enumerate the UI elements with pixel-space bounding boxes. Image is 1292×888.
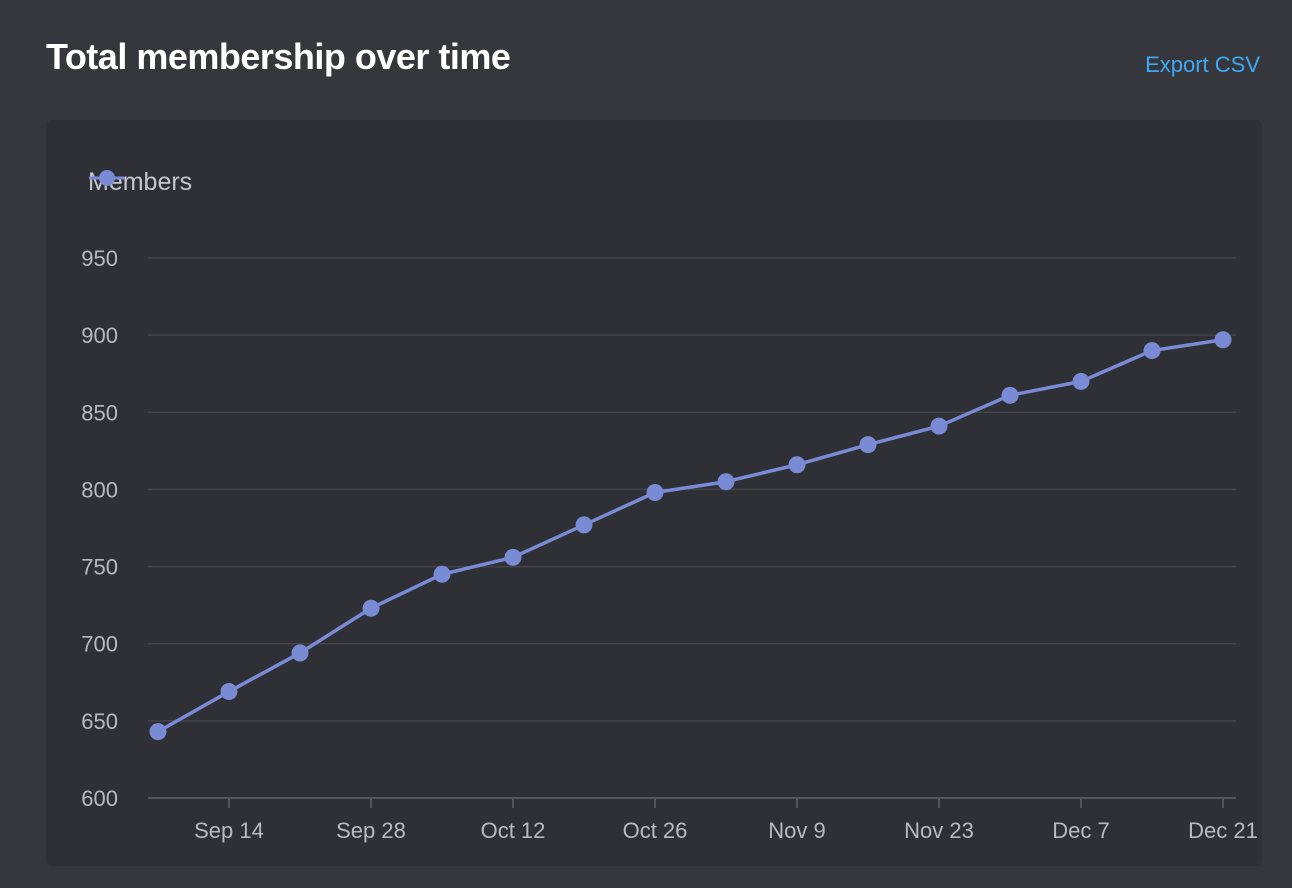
y-tick-label: 600 bbox=[81, 786, 118, 811]
x-tick-label: Dec 21 bbox=[1188, 818, 1258, 843]
axes: 600 650 700 750 800 850 900 950 Sep 14 Sep 28 Oct … bbox=[81, 246, 1258, 843]
data-point[interactable] bbox=[362, 599, 380, 617]
members-line bbox=[157, 338, 1224, 734]
data-point[interactable] bbox=[717, 473, 735, 491]
data-point[interactable] bbox=[646, 484, 664, 502]
data-point[interactable] bbox=[504, 548, 522, 566]
x-tick-label: Sep 28 bbox=[336, 818, 406, 843]
y-tick-label: 650 bbox=[81, 709, 118, 734]
x-tick-label: Dec 7 bbox=[1052, 818, 1109, 843]
y-tick-label: 800 bbox=[81, 477, 118, 502]
data-point[interactable] bbox=[291, 644, 309, 662]
data-point[interactable] bbox=[1072, 372, 1090, 390]
membership-chart: 600 650 700 750 800 850 900 950 Sep 14 Sep 28 Oct … bbox=[81, 246, 1258, 843]
data-point[interactable] bbox=[220, 683, 238, 701]
legend-marker-icon bbox=[89, 170, 125, 186]
legend[interactable]: Members bbox=[88, 168, 192, 197]
data-point[interactable] bbox=[1214, 331, 1232, 349]
x-tick-label: Nov 9 bbox=[768, 818, 825, 843]
x-tick-label: Nov 23 bbox=[904, 818, 974, 843]
export-csv-link[interactable]: Export CSV bbox=[1145, 52, 1260, 77]
data-point[interactable] bbox=[1143, 342, 1161, 360]
y-tick-label: 750 bbox=[81, 555, 118, 580]
y-tick-label: 950 bbox=[81, 246, 118, 271]
grid-lines bbox=[148, 257, 1236, 722]
data-point[interactable] bbox=[149, 723, 167, 741]
data-point[interactable] bbox=[575, 516, 593, 534]
x-tick-label: Oct 26 bbox=[623, 818, 688, 843]
series-line bbox=[157, 338, 1224, 734]
data-point[interactable] bbox=[859, 436, 877, 454]
y-tick-label: 700 bbox=[81, 632, 118, 657]
series-points bbox=[149, 331, 1232, 741]
y-tick-label: 900 bbox=[81, 323, 118, 348]
data-point[interactable] bbox=[788, 456, 806, 474]
data-point[interactable] bbox=[930, 417, 948, 435]
x-tick-label: Oct 12 bbox=[481, 818, 546, 843]
y-tick-label: 850 bbox=[81, 400, 118, 425]
x-tick-label: Sep 14 bbox=[194, 818, 264, 843]
data-point[interactable] bbox=[1001, 386, 1019, 404]
chart-card: 600 650 700 750 800 850 900 950 Sep 14 Sep 28 Oct … bbox=[46, 120, 1262, 866]
page-title: Total membership over time bbox=[46, 36, 511, 77]
data-point[interactable] bbox=[433, 565, 451, 583]
